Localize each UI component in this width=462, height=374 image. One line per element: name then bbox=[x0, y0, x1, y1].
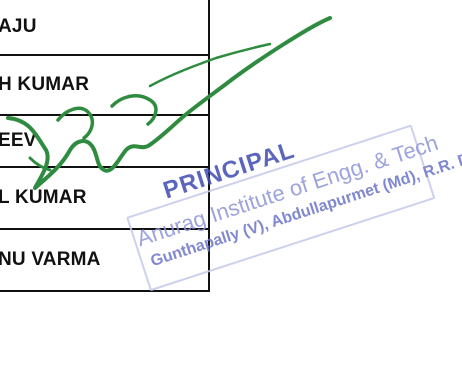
table-row: L KUMAR bbox=[0, 168, 210, 230]
name-cell: AJU bbox=[0, 16, 37, 37]
table-row: AJU bbox=[0, 0, 210, 56]
name-cell: NU VARMA bbox=[0, 249, 101, 270]
name-cell: H KUMAR bbox=[0, 74, 90, 95]
table-row: NU VARMA bbox=[0, 230, 210, 292]
table-row: H KUMAR bbox=[0, 56, 210, 116]
name-cell: EEV bbox=[0, 130, 37, 151]
name-cell: L KUMAR bbox=[0, 187, 87, 208]
